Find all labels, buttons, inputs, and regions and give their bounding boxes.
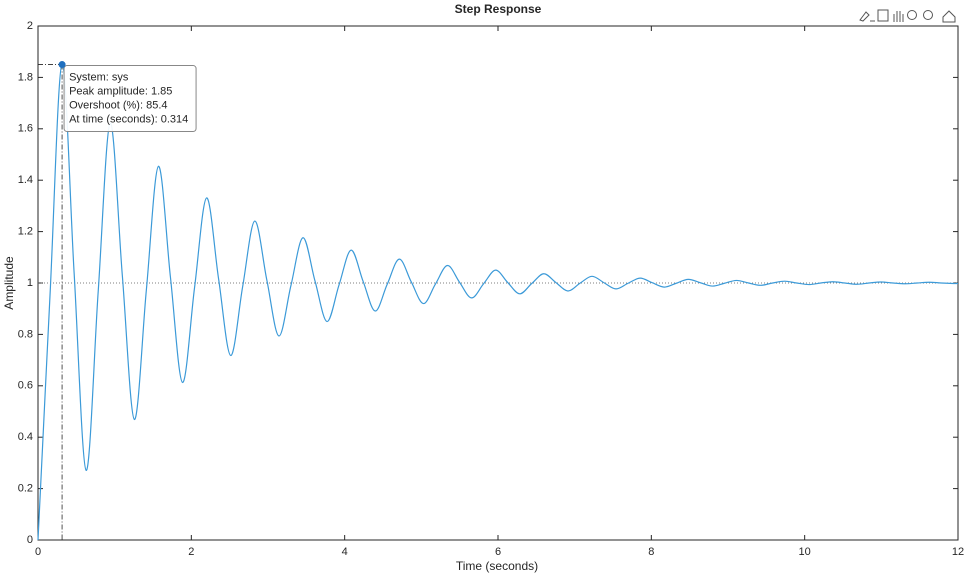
x-tick-label: 0 — [35, 546, 41, 558]
toolbar-icon[interactable] — [877, 9, 889, 22]
chart-title: Step Response — [455, 2, 542, 16]
datatip-text: System: sys — [69, 71, 129, 83]
y-tick-label: 0.6 — [18, 380, 33, 392]
x-axis-label: Time (seconds) — [456, 559, 538, 573]
toolbar-icon[interactable] — [942, 10, 956, 23]
toolbar-icon[interactable] — [923, 10, 933, 20]
y-axis-label: Amplitude — [2, 256, 16, 310]
x-tick-label: 2 — [188, 546, 194, 558]
y-tick-label: 1 — [27, 277, 33, 289]
response-line — [37, 62, 959, 541]
y-tick-label: 1.4 — [18, 174, 33, 186]
x-tick-label: 6 — [495, 546, 501, 558]
y-tick-label: 0.2 — [18, 483, 33, 495]
y-tick-label: 1.6 — [18, 123, 33, 135]
datatip-text: Peak amplitude: 1.85 — [69, 85, 172, 97]
toolbar-icon[interactable] — [907, 10, 917, 20]
datatip-text: At time (seconds): 0.314 — [69, 113, 188, 125]
y-tick-label: 0.4 — [18, 431, 33, 443]
y-tick-label: 0 — [27, 534, 33, 546]
datatip-marker — [58, 61, 66, 69]
datatip-text: Overshoot (%): 85.4 — [69, 99, 167, 111]
toolbar-icon[interactable] — [859, 11, 875, 22]
y-tick-label: 2 — [27, 20, 33, 32]
y-tick-label: 0.8 — [18, 328, 33, 340]
x-tick-label: 4 — [342, 546, 348, 558]
y-tick-label: 1.2 — [18, 226, 33, 238]
toolbar-icon[interactable] — [893, 11, 904, 22]
datatip-box — [63, 65, 197, 133]
x-tick-label: 12 — [952, 546, 964, 558]
y-tick-label: 1.8 — [18, 71, 33, 83]
x-tick-label: 10 — [799, 546, 811, 558]
toolbar[interactable] — [859, 9, 956, 23]
x-tick-label: 8 — [648, 546, 654, 558]
